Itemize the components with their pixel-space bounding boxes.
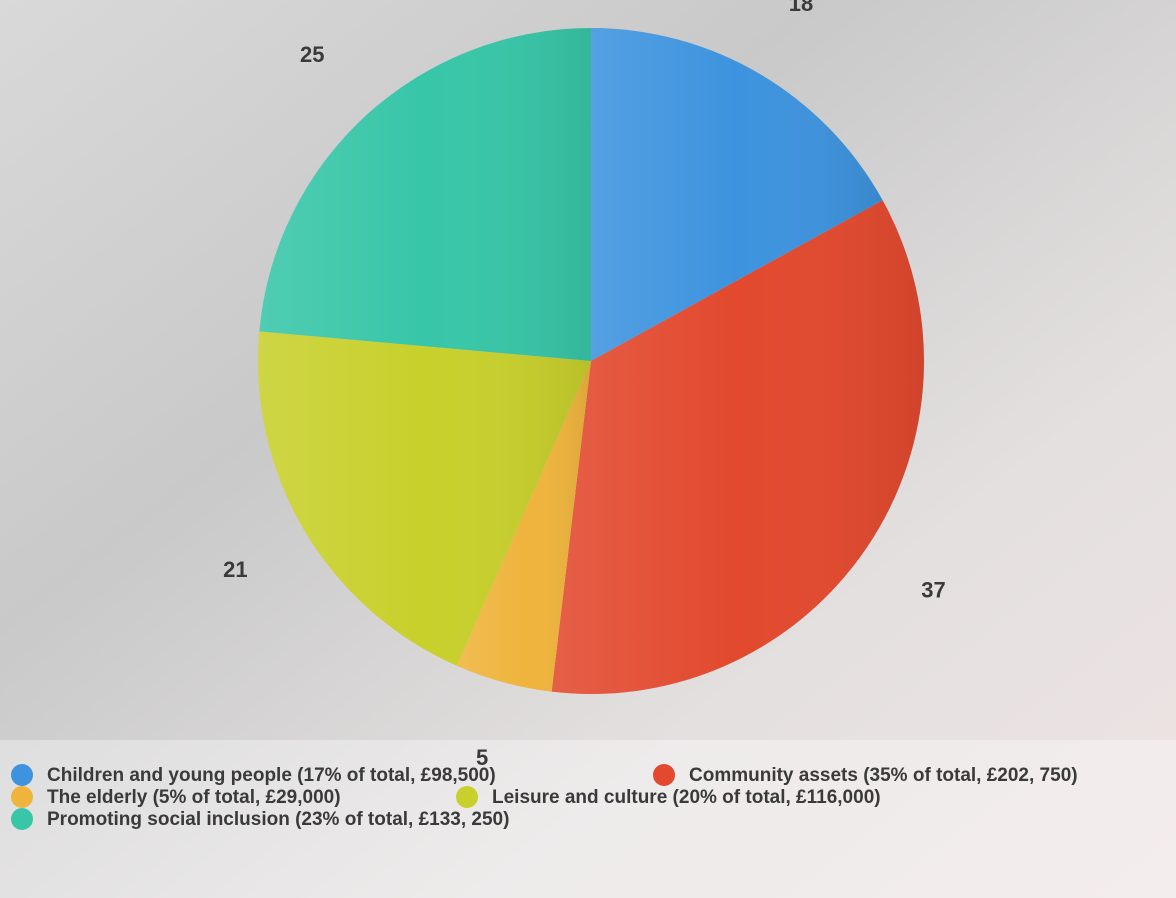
slice-shading xyxy=(259,28,591,361)
legend-marker xyxy=(11,808,33,830)
slice-shading xyxy=(551,200,925,695)
slice-label: 21 xyxy=(223,557,247,582)
slice-label: 18 xyxy=(789,0,813,16)
slice-label: 5 xyxy=(476,745,488,770)
legend-label: Leisure and culture (20% of total, £116,… xyxy=(492,787,881,808)
background-haze xyxy=(0,740,1176,898)
legend-marker xyxy=(11,764,33,786)
legend-label: Community assets (35% of total, £202, 75… xyxy=(689,765,1078,786)
legend-label: The elderly (5% of total, £29,000) xyxy=(47,787,341,808)
slice-shading xyxy=(456,361,591,692)
slice-label: 25 xyxy=(300,42,324,67)
legend-marker xyxy=(456,786,478,808)
slice-shading xyxy=(591,28,883,361)
legend-label: Promoting social inclusion (23% of total… xyxy=(47,809,509,830)
legend-marker xyxy=(11,786,33,808)
legend-label: Children and young people (17% of total,… xyxy=(47,765,496,786)
slice-shading xyxy=(257,331,591,666)
legend-marker xyxy=(653,764,675,786)
slice-label: 37 xyxy=(921,578,945,603)
